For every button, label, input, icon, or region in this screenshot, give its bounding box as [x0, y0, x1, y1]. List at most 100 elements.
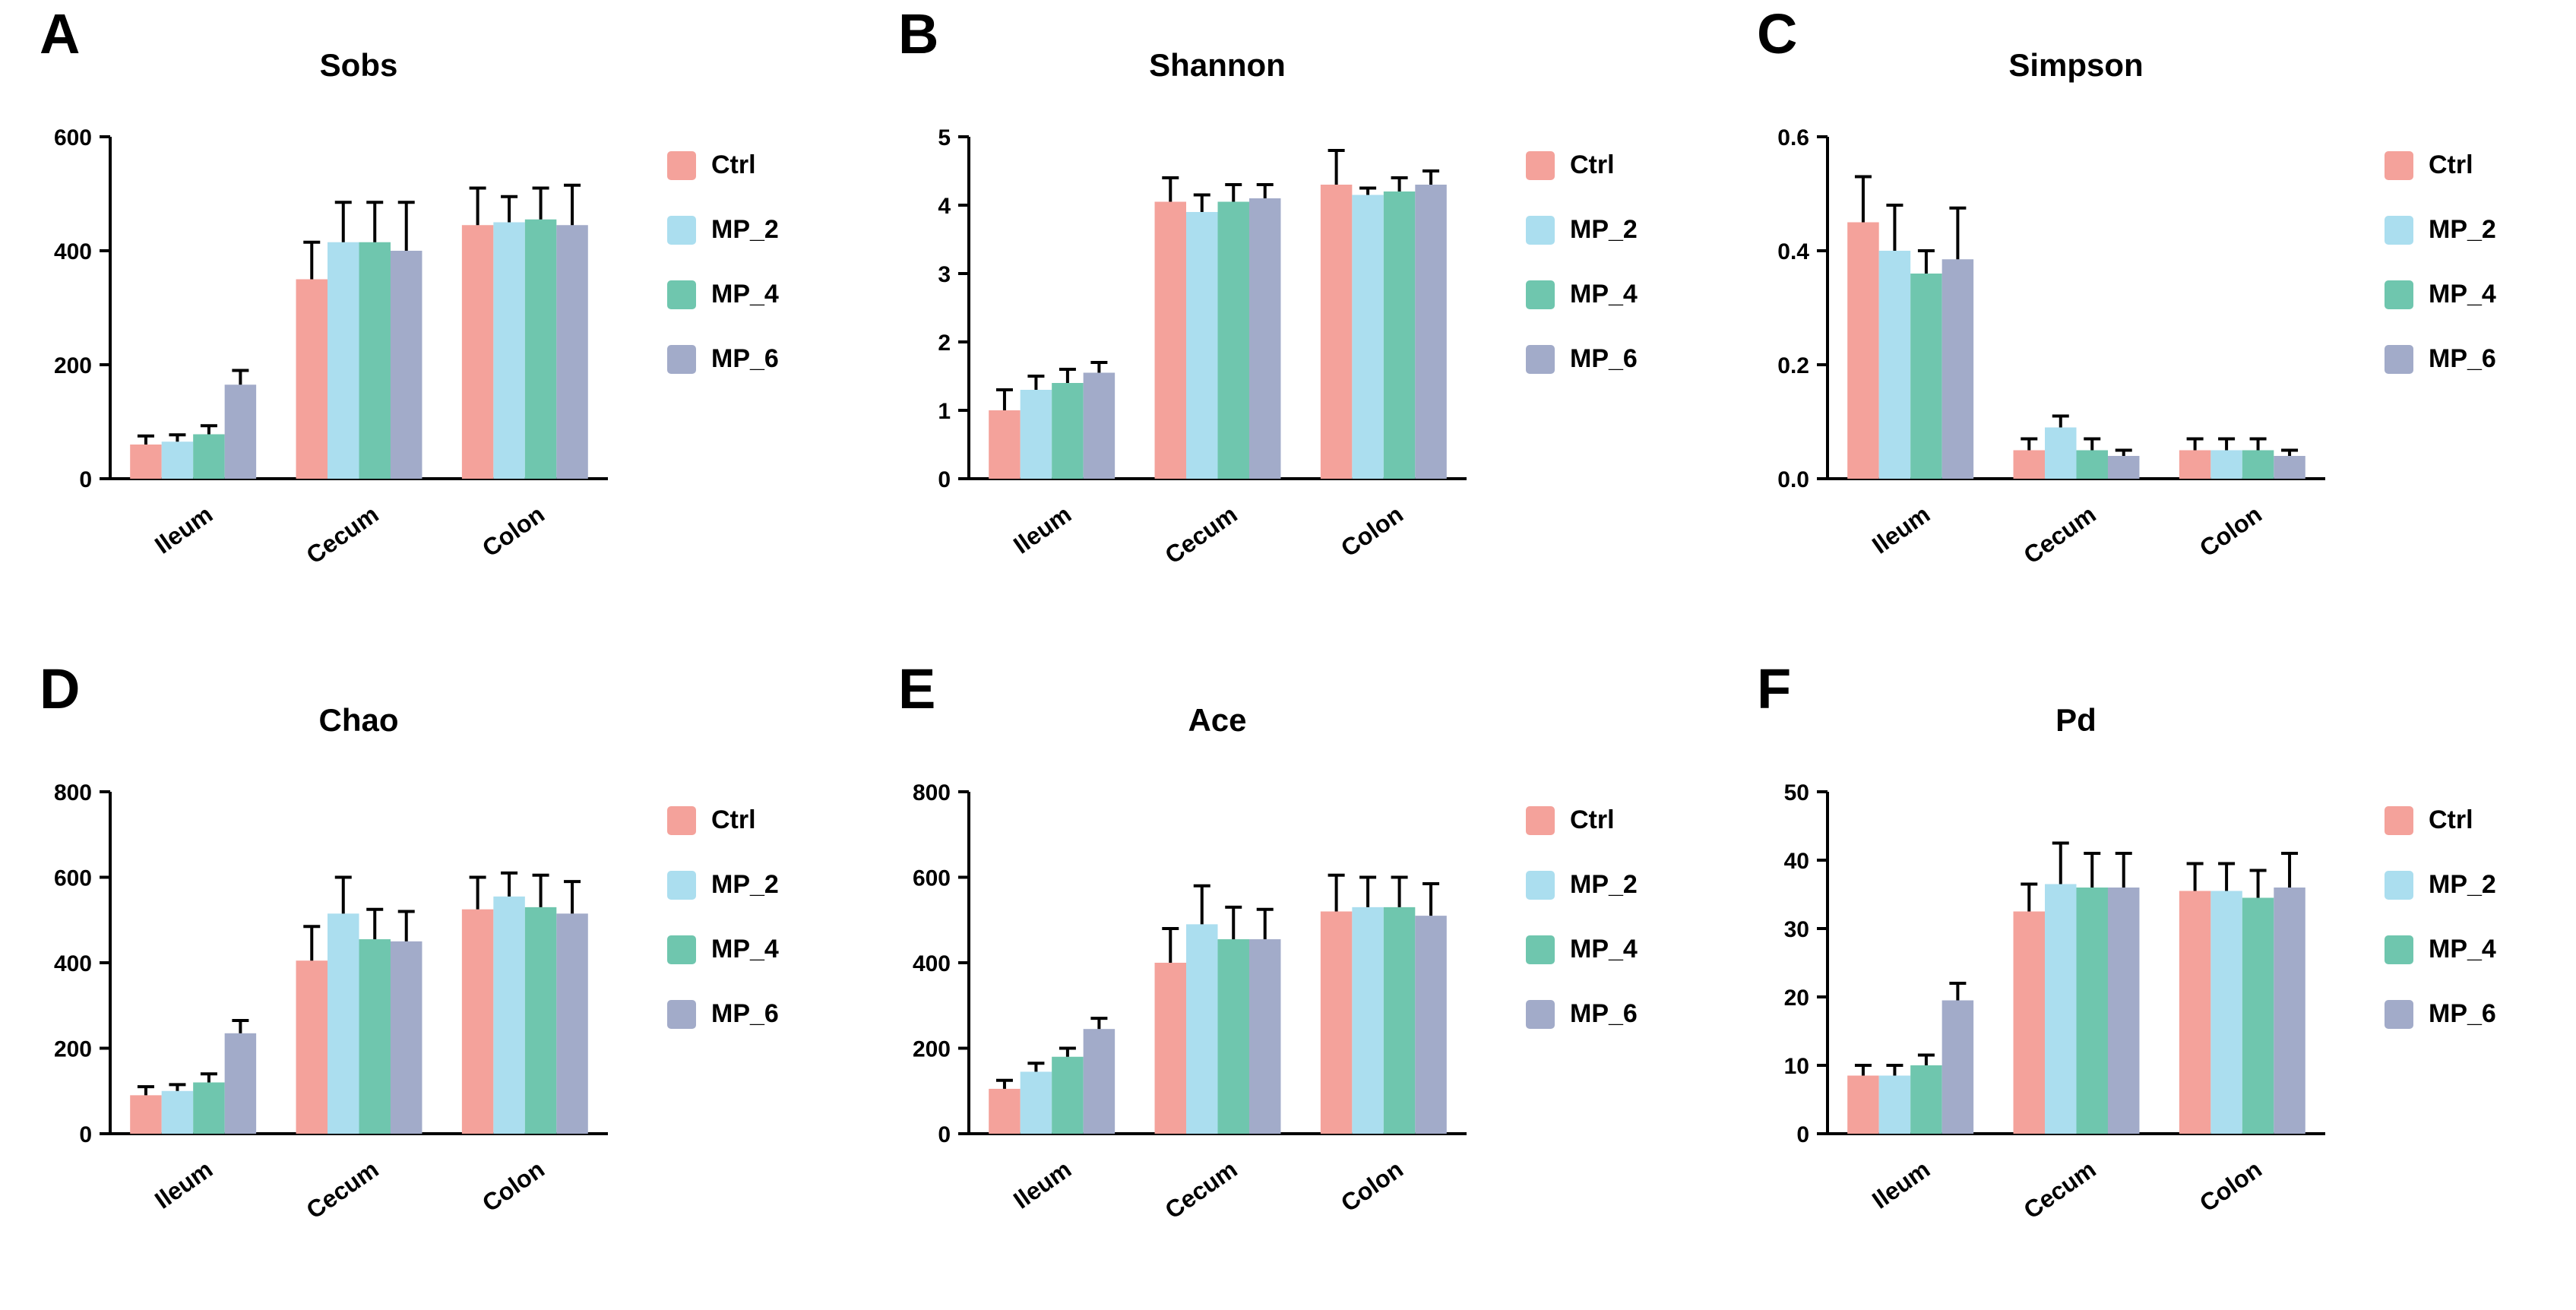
panel-f: F Pd 0 10 20 30 40 50 Ileum Cecum Colon Ctrl MP_2 M… — [1717, 655, 2576, 1310]
bar-mp_2 — [1186, 212, 1218, 479]
legend-item: Ctrl — [1526, 805, 1638, 835]
y-tick-label: 400 — [913, 951, 951, 976]
legend-label: MP_2 — [711, 870, 779, 899]
legend-label: MP_4 — [2429, 280, 2496, 309]
legend-item: MP_6 — [1526, 999, 1638, 1029]
legend-item: MP_2 — [1526, 870, 1638, 900]
legend-label: MP_2 — [1570, 870, 1638, 899]
bar-ctrl — [296, 279, 328, 479]
y-tick-label: 0 — [938, 467, 951, 492]
y-tick-label: 200 — [54, 1037, 92, 1062]
legend-swatch-mp_4 — [2385, 935, 2413, 964]
bar-ctrl — [1847, 1075, 1879, 1134]
bar-ctrl — [461, 225, 494, 479]
bar-ctrl — [1320, 911, 1353, 1134]
chart-svg: 0 1 2 3 4 5 Ileum Cecum Colon — [938, 125, 1467, 569]
bar-mp_4 — [359, 939, 391, 1134]
bar-mp_2 — [2045, 884, 2077, 1134]
bar-mp_2 — [1878, 1075, 1911, 1134]
bar-ctrl — [461, 909, 494, 1134]
legend-swatch-mp_4 — [1526, 935, 1555, 964]
bar-mp_2 — [328, 913, 359, 1134]
legend-swatch-mp_2 — [2385, 215, 2413, 245]
bar-mp_2 — [1352, 907, 1384, 1134]
bar-ctrl — [130, 445, 162, 479]
bar-mp_2 — [161, 441, 194, 479]
bar-mp_6 — [390, 251, 422, 479]
legend-item: MP_2 — [667, 870, 779, 900]
bar-mp_2 — [161, 1090, 194, 1134]
chart-title-ace: Ace — [1188, 702, 1247, 738]
bar-mp_6 — [1083, 372, 1116, 479]
x-category-label: Colon — [477, 1155, 549, 1217]
x-category-label: Ileum — [1008, 1155, 1076, 1213]
legend-swatch-mp_6 — [667, 344, 696, 374]
legend-item: MP_2 — [1526, 215, 1638, 245]
y-tick-label: 0 — [79, 467, 92, 492]
y-tick-label: 20 — [1784, 986, 1809, 1011]
panel-b: B Shannon 0 1 2 3 4 5 Ileum Cecum Colon Ctrl MP_2 M… — [859, 0, 1717, 655]
legend-item: MP_6 — [2385, 999, 2496, 1029]
legend-swatch-mp_4 — [667, 280, 696, 309]
y-tick-label: 5 — [938, 125, 951, 150]
y-tick-label: 50 — [1784, 780, 1809, 805]
x-category-label: Ileum — [1867, 1155, 1935, 1213]
chart-svg: 0 10 20 30 40 50 Ileum Cecum Colon — [1784, 780, 2325, 1224]
y-tick-label: 4 — [938, 194, 951, 219]
legend-item: MP_4 — [1526, 935, 1638, 964]
bar-mp_4 — [524, 219, 557, 479]
bar-mp_6 — [556, 225, 588, 479]
bar-mp_6 — [556, 913, 588, 1134]
bar-mp_2 — [1878, 251, 1911, 479]
y-tick-label: 10 — [1784, 1054, 1809, 1079]
bar-mp_2 — [2045, 427, 2077, 479]
legend-item: Ctrl — [2385, 150, 2496, 180]
bar-mp_6 — [224, 384, 257, 479]
x-category-label: Colon — [2195, 500, 2267, 562]
x-category-label: Cecum — [301, 500, 383, 569]
bar-ctrl — [296, 960, 328, 1134]
legend-swatch-mp_2 — [667, 215, 696, 245]
legend: Ctrl MP_2 MP_4 MP_6 — [1526, 150, 1638, 374]
y-tick-label: 0 — [79, 1122, 92, 1147]
y-tick-label: 400 — [54, 951, 92, 976]
bar-mp_4 — [1052, 383, 1084, 479]
panel-letter-b: B — [898, 2, 939, 65]
x-category-label: Cecum — [301, 1155, 383, 1224]
bar-mp_2 — [493, 222, 525, 479]
chart-area-ace: 0 200 400 600 800 Ileum Cecum Colon Ctrl MP_2 MP_4… — [874, 769, 1638, 1248]
bar-mp_4 — [2242, 450, 2274, 479]
legend-item: MP_6 — [1526, 344, 1638, 374]
bar-ctrl — [2179, 450, 2211, 479]
legend-item: Ctrl — [1526, 150, 1638, 180]
bar-mp_6 — [1248, 198, 1281, 479]
legend-item: MP_2 — [2385, 870, 2496, 900]
legend-swatch-ctrl — [667, 805, 696, 835]
legend: Ctrl MP_2 MP_4 MP_6 — [667, 805, 779, 1029]
panel-e: E Ace 0 200 400 600 800 Ileum Cecum Colon Ctrl MP… — [859, 655, 1717, 1310]
x-category-label: Cecum — [2018, 1155, 2100, 1224]
y-tick-label: 0 — [938, 1122, 951, 1147]
legend-item: MP_6 — [667, 344, 779, 374]
legend-label: MP_2 — [711, 215, 779, 244]
y-tick-label: 3 — [938, 262, 951, 287]
legend-label: MP_4 — [711, 280, 779, 309]
bar-ctrl — [2013, 450, 2046, 479]
bar-ctrl — [130, 1095, 162, 1134]
bar-mp_2 — [1020, 1071, 1052, 1134]
bar-mp_2 — [1186, 924, 1218, 1134]
legend-item: MP_6 — [2385, 344, 2496, 374]
y-tick-label: 200 — [913, 1037, 951, 1062]
legend-label: MP_6 — [1570, 344, 1638, 373]
legend-label: MP_4 — [1570, 935, 1638, 964]
legend-swatch-mp_6 — [1526, 344, 1555, 374]
legend-swatch-mp_2 — [667, 870, 696, 900]
chart-title-chao: Chao — [318, 702, 399, 738]
legend-label: Ctrl — [2429, 150, 2473, 179]
bar-mp_6 — [2107, 888, 2140, 1134]
chart-title-pd: Pd — [2055, 702, 2097, 738]
bar-mp_4 — [2076, 450, 2108, 479]
legend-swatch-mp_4 — [667, 935, 696, 964]
legend: Ctrl MP_2 MP_4 MP_6 — [667, 150, 779, 374]
y-tick-label: 400 — [54, 239, 92, 264]
